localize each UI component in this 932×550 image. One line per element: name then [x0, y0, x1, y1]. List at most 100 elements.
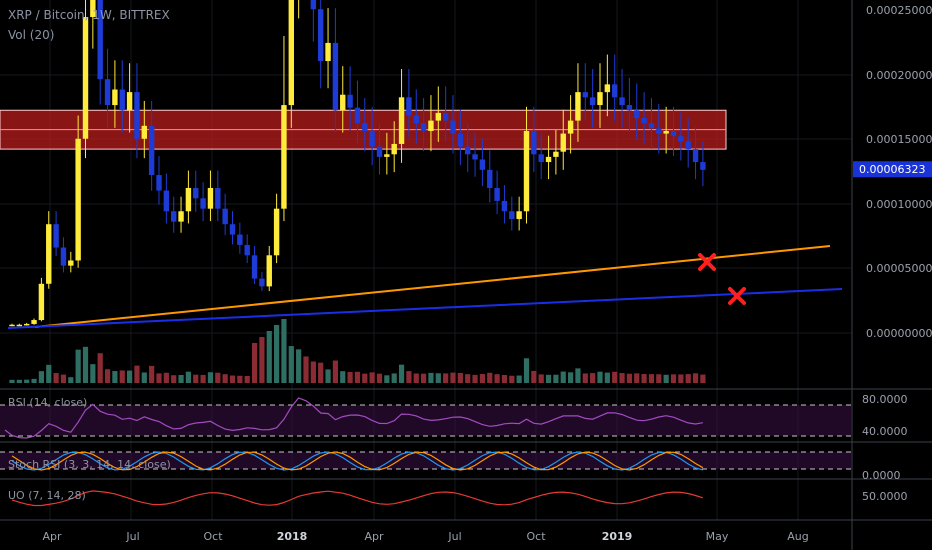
candle-body: [398, 97, 405, 144]
volume-bar: [391, 373, 397, 383]
candle-body: [457, 133, 464, 147]
volume-bar: [421, 373, 427, 383]
volume-bar: [193, 374, 199, 383]
volume-bar: [428, 372, 434, 383]
candle-body: [413, 115, 419, 124]
price-tick-label: 0.00025000: [866, 4, 932, 17]
volume-bar: [538, 374, 544, 383]
volume-bar: [207, 372, 214, 383]
candle-body: [207, 187, 214, 209]
time-tick-label: 2018: [277, 530, 308, 543]
cross-marker: [698, 253, 716, 271]
volume-bar: [38, 371, 44, 383]
candle-body: [641, 118, 647, 124]
current-price-tag: [853, 161, 932, 178]
volume-bar: [347, 372, 353, 383]
volume-bar: [656, 374, 662, 383]
candle-body: [251, 255, 258, 279]
volume-bar: [104, 369, 111, 383]
volume-bar: [501, 374, 508, 383]
candle-body: [229, 224, 236, 235]
lower-trendline: [7, 288, 843, 329]
volume-bar: [663, 374, 669, 383]
time-tick-label: Oct: [203, 530, 223, 543]
volume-bar: [435, 373, 441, 383]
cross-marker: [728, 287, 746, 305]
volume-bar: [568, 372, 574, 383]
volume-bars: [9, 319, 706, 383]
candle-body: [126, 92, 133, 111]
price-axis[interactable]: 0.00025000 0.00020000 0.00015000 0.00010000…: [853, 4, 932, 503]
volume-bar: [200, 374, 206, 383]
volume-bar: [619, 373, 625, 383]
volume-bar: [590, 373, 596, 383]
candle-body: [354, 107, 361, 124]
candle-body: [185, 187, 192, 212]
time-axis[interactable]: Apr Jul Oct 2018 Apr Jul Oct 2019 May Aug: [42, 530, 808, 543]
volume-bar: [648, 374, 655, 383]
time-tick-label: May: [706, 530, 729, 543]
volume-bar: [384, 375, 390, 383]
volume-bar: [318, 362, 324, 383]
volume-bar: [340, 371, 346, 383]
candle-body: [104, 79, 111, 106]
candle-body: [406, 97, 412, 116]
candle-body: [531, 130, 537, 155]
candle-body: [648, 123, 655, 129]
candle-body: [134, 92, 140, 139]
volume-bar: [398, 364, 405, 383]
volume-bar: [288, 346, 294, 383]
candle-body: [112, 89, 118, 106]
candle-body: [318, 9, 324, 62]
candle-body: [589, 97, 596, 106]
candle-body: [604, 84, 611, 93]
volume-bar: [178, 374, 184, 383]
volume-bar: [604, 372, 610, 383]
time-tick-label: Jul: [125, 530, 139, 543]
candle-body: [509, 211, 515, 220]
candle-body: [376, 146, 383, 157]
volume-bar: [692, 373, 699, 383]
volume-bar: [244, 376, 250, 383]
candle-body: [560, 133, 566, 152]
candle-body: [53, 224, 59, 248]
volume-bar: [97, 353, 103, 383]
candle-body: [16, 324, 23, 327]
volume-bar: [237, 375, 243, 383]
volume-bar: [31, 378, 37, 383]
candle-body: [678, 136, 684, 142]
candle-body: [501, 200, 508, 212]
stoch-k-line: [11, 451, 704, 471]
time-tick-label: 2019: [602, 530, 633, 543]
volume-bar: [560, 371, 566, 383]
uo-line: [11, 490, 704, 507]
candle-body: [31, 320, 37, 324]
candle-body: [553, 151, 559, 157]
candle-body: [200, 198, 206, 209]
candle-body: [141, 125, 147, 139]
volume-bar: [325, 369, 331, 383]
volume-bar: [509, 375, 515, 383]
candle-body: [340, 94, 346, 111]
candle-body: [663, 130, 669, 134]
volume-bar: [68, 377, 74, 383]
volume-bar: [685, 374, 691, 383]
candle-body: [575, 92, 581, 121]
candle-body: [97, 0, 103, 80]
volume-bar: [575, 368, 581, 383]
candle-body: [237, 234, 243, 245]
volume-bar: [112, 371, 118, 383]
volume-bar: [406, 371, 412, 383]
candle-body: [450, 120, 456, 134]
volume-bar: [266, 331, 272, 383]
rsi-label: RSI (14, close): [8, 396, 88, 409]
candle-body: [435, 112, 441, 121]
candle-body: [700, 162, 706, 170]
volume-bar: [274, 325, 280, 383]
volume-bar: [251, 343, 258, 383]
candle-body: [148, 125, 155, 176]
volume-bar: [222, 374, 228, 383]
time-tick-label: Jul: [447, 530, 461, 543]
volume-bar: [296, 349, 302, 383]
